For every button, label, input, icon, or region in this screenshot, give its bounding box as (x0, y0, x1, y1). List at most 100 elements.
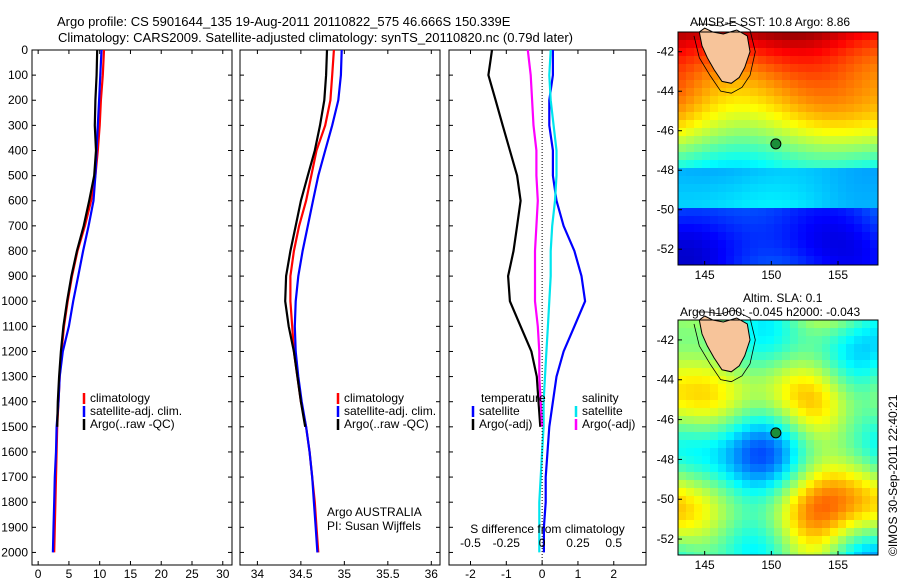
y-tick-label: -44 (657, 373, 675, 387)
y-tick-label: 1200 (1, 344, 28, 358)
heatmap-cell (870, 544, 878, 552)
heatmap-cell (750, 192, 758, 200)
sla-map-title: Altim. SLA: 0.1 (743, 291, 823, 305)
heatmap-cell (822, 408, 830, 416)
heatmap-cell (830, 200, 838, 208)
heatmap-cell (734, 240, 742, 248)
heatmap-cell (846, 376, 854, 384)
heatmap-cell (806, 48, 814, 56)
heatmap-cell (790, 376, 798, 384)
heatmap-cell (822, 320, 830, 328)
heatmap-cell (862, 552, 870, 555)
heatmap-cell (686, 320, 694, 328)
heatmap-cell (758, 168, 766, 176)
heatmap-cell (774, 472, 782, 480)
heatmap-cell (694, 104, 702, 112)
heatmap-cell (766, 432, 774, 440)
heatmap-cell (806, 232, 814, 240)
heatmap-cell (702, 136, 710, 144)
x-tick-label: 30 (216, 567, 230, 580)
heatmap-cell (750, 40, 758, 48)
heatmap-cell (774, 376, 782, 384)
heatmap-cell (782, 200, 790, 208)
heatmap-cell (838, 392, 846, 400)
heatmap-cell (798, 392, 806, 400)
heatmap-cell (710, 200, 718, 208)
heatmap-cell (830, 152, 838, 160)
heatmap-cell (806, 536, 814, 544)
heatmap-cell (830, 224, 838, 232)
heatmap-cell (838, 520, 846, 528)
heatmap-cell (726, 192, 734, 200)
heatmap-cell (790, 448, 798, 456)
heatmap-cell (846, 512, 854, 520)
heatmap-cell (830, 208, 838, 216)
heatmap-cell (854, 184, 862, 192)
x-tick-label: 34 (251, 567, 265, 580)
heatmap-cell (782, 384, 790, 392)
heatmap-cell (806, 64, 814, 72)
plot-frame (239, 49, 441, 566)
heatmap-cell (798, 400, 806, 408)
heatmap-cell (718, 448, 726, 456)
heatmap-cell (798, 48, 806, 56)
heatmap-cell (870, 528, 878, 536)
heatmap-cell (822, 248, 830, 256)
heatmap-cell (694, 368, 702, 376)
heatmap-cell (702, 176, 710, 184)
heatmap-cell (750, 464, 758, 472)
y-tick-label: 1500 (1, 420, 28, 434)
heatmap-cell (686, 456, 694, 464)
heatmap-cell (822, 232, 830, 240)
heatmap-cell (678, 536, 686, 544)
heatmap-cell (726, 376, 734, 384)
heatmap-cell (822, 32, 830, 40)
heatmap-cell (726, 520, 734, 528)
heatmap-cell (678, 368, 686, 376)
heatmap-cell (870, 112, 878, 120)
heatmap-cell (766, 248, 774, 256)
heatmap-cell (806, 528, 814, 536)
heatmap-cell (750, 408, 758, 416)
heatmap-cell (782, 248, 790, 256)
heatmap-cell (838, 96, 846, 104)
heatmap-cell (710, 440, 718, 448)
heatmap-cell (710, 112, 718, 120)
x-tick-label: 155 (828, 558, 848, 572)
heatmap-cell (822, 176, 830, 184)
heatmap-cell (702, 64, 710, 72)
heatmap-cell (710, 136, 718, 144)
heatmap-cell (734, 512, 742, 520)
heatmap-cell (782, 528, 790, 536)
heatmap-cell (766, 208, 774, 216)
heatmap-cell (702, 224, 710, 232)
series-line (293, 49, 343, 553)
heatmap-cell (766, 216, 774, 224)
y-tick-label: 1800 (1, 495, 28, 509)
heatmap-cell (846, 200, 854, 208)
heatmap-cell (782, 96, 790, 104)
heatmap-cell (726, 184, 734, 192)
heatmap-cell (854, 376, 862, 384)
heatmap-cell (870, 360, 878, 368)
heatmap-cell (734, 136, 742, 144)
heatmap-cell (742, 456, 750, 464)
heatmap-cell (678, 208, 686, 216)
heatmap-cell (838, 464, 846, 472)
heatmap-cell (710, 248, 718, 256)
heatmap-cell (694, 216, 702, 224)
heatmap-cell (798, 440, 806, 448)
heatmap-cell (782, 360, 790, 368)
heatmap-cell (718, 432, 726, 440)
heatmap-cell (678, 144, 686, 152)
heatmap-cell (854, 128, 862, 136)
heatmap-cell (790, 192, 798, 200)
heatmap-cell (798, 168, 806, 176)
heatmap-cell (718, 88, 726, 96)
heatmap-cell (838, 48, 846, 56)
heatmap-cell (854, 200, 862, 208)
heatmap-cell (734, 112, 742, 120)
x-tick-label: 145 (695, 268, 715, 282)
heatmap-cell (718, 152, 726, 160)
heatmap-cell (774, 496, 782, 504)
